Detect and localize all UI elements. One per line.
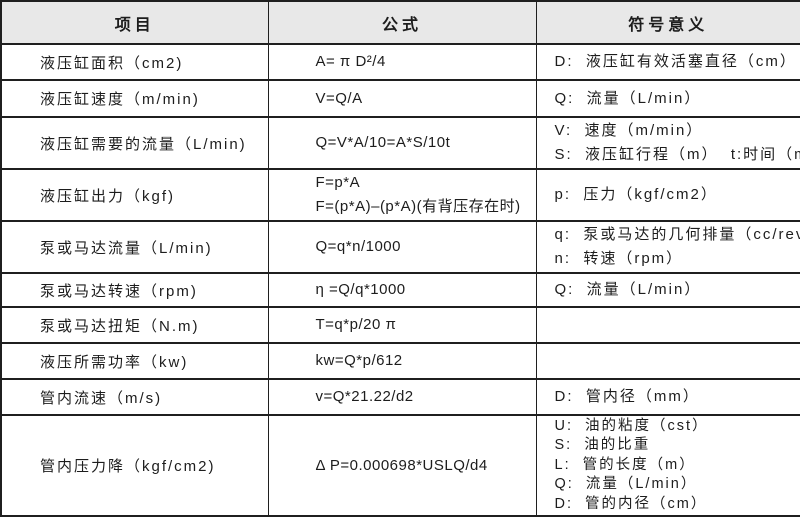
symbol-line: Q: 流量（L/min） (554, 89, 702, 107)
item-cell: 管内压力降（kgf/cm2) (0, 413, 269, 517)
symbol-line: q: 泵或马达的几何排量（cc/rev） (554, 226, 800, 243)
symbol-line: n: 转速（rpm） (554, 250, 684, 267)
symbol-line: S: 油的比重 (554, 437, 651, 454)
symbol-line: S: 液压缸行程（m） t:时间（min） (554, 146, 800, 163)
formula-cell: η =Q/q*1000 (267, 272, 537, 308)
table-row: 泵或马达扭矩（N.m) T=q*p/20 π (0, 306, 800, 344)
item-cell: 泵或马达流量（L/min) (0, 220, 269, 274)
item-cell: 液压缸速度（m/min) (0, 79, 269, 118)
formula-line: v=Q*21.22/d2 (315, 388, 414, 405)
formula-line: F=p*A (315, 174, 361, 191)
formula-line: η =Q/q*1000 (315, 281, 406, 298)
item-cell: 液压缸需要的流量（L/min) (0, 116, 269, 170)
symbol-line: D: 管内径（mm） (554, 388, 700, 405)
formula-cell: Q=V*A/10=A*S/10t (267, 116, 537, 170)
formula-line: Q=q*n/1000 (315, 238, 401, 255)
item-cell: 液压缸出力（kgf) (0, 168, 269, 222)
symbol-line: D: 液压缸有效活塞直径（cm） (554, 53, 797, 70)
symbol-line: D: 管的内径（cm） (554, 495, 708, 512)
table-row: 泵或马达转速（rpm) η =Q/q*1000 Q: 流量（L/min） (0, 272, 800, 308)
symbol-line: Q: 流量（L/min） (554, 281, 702, 298)
formula-line: Δ P=0.000698*USLQ/d4 (315, 456, 488, 474)
symbols-cell: p: 压力（kgf/cm2） (535, 168, 800, 222)
table-row: 液压缸面积（cm2) A= π D²/4 D: 液压缸有效活塞直径（cm） (0, 43, 800, 81)
header-item: 项目 (0, 0, 269, 45)
formula-cell: kw=Q*p/612 (267, 342, 537, 380)
formula-line: V=Q/A (315, 89, 363, 107)
formula-line: kw=Q*p/612 (315, 352, 403, 369)
table-row: 管内压力降（kgf/cm2) Δ P=0.000698*USLQ/d4 U: 油的粘… (0, 413, 800, 517)
symbols-cell (535, 342, 800, 380)
table-body: 液压缸面积（cm2) A= π D²/4 D: 液压缸有效活塞直径（cm） 液压缸速度… (0, 43, 800, 517)
symbol-line: L: 管的长度（m） (554, 456, 696, 473)
formula-cell: Δ P=0.000698*USLQ/d4 (267, 413, 537, 517)
formula-line: T=q*p/20 π (315, 316, 397, 333)
table-row: 液压缸速度（m/min) V=Q/A Q: 流量（L/min） (0, 79, 800, 118)
table-row: 泵或马达流量（L/min) Q=q*n/1000 q: 泵或马达的几何排量（cc/r… (0, 220, 800, 274)
symbols-cell: D: 管内径（mm） (535, 378, 800, 416)
item-cell: 泵或马达扭矩（N.m) (0, 306, 269, 344)
item-cell: 管内流速（m/s) (0, 378, 269, 416)
symbols-cell: Q: 流量（L/min） (535, 79, 800, 118)
formula-line: F=(p*A)–(p*A)(有背压存在时) (315, 198, 521, 215)
formula-line: A= π D²/4 (315, 53, 386, 70)
formula-line: Q=V*A/10=A*S/10t (315, 134, 451, 151)
item-cell: 泵或马达转速（rpm) (0, 272, 269, 308)
symbol-line: U: 油的粘度（cst） (554, 418, 709, 434)
formula-cell: Q=q*n/1000 (267, 220, 537, 274)
formula-cell: T=q*p/20 π (267, 306, 537, 344)
table-row: 管内流速（m/s) v=Q*21.22/d2 D: 管内径（mm） (0, 378, 800, 416)
table-row: 液压缸出力（kgf) F=p*A F=(p*A)–(p*A)(有背压存在时) p: 压… (0, 168, 800, 222)
formula-cell: A= π D²/4 (267, 43, 537, 81)
table-row: 液压所需功率（kw) kw=Q*p/612 (0, 342, 800, 380)
symbol-line: p: 压力（kgf/cm2） (554, 186, 718, 203)
header-symbols: 符号意义 (535, 0, 800, 45)
table-row: 液压缸需要的流量（L/min) Q=V*A/10=A*S/10t V: 速度（m/m… (0, 116, 800, 170)
symbols-cell: U: 油的粘度（cst） S: 油的比重 L: 管的长度（m） Q: 流量（L/min… (535, 413, 800, 517)
symbol-line: Q: 流量（L/min） (554, 476, 698, 493)
item-cell: 液压缸面积（cm2) (0, 43, 269, 81)
symbols-cell: D: 液压缸有效活塞直径（cm） (535, 43, 800, 81)
header-formula: 公式 (267, 0, 537, 45)
formula-cell: V=Q/A (267, 79, 537, 118)
symbols-cell: q: 泵或马达的几何排量（cc/rev） n: 转速（rpm） (535, 220, 800, 274)
formula-cell: v=Q*21.22/d2 (267, 378, 537, 416)
symbols-cell: Q: 流量（L/min） (535, 272, 800, 308)
item-cell: 液压所需功率（kw) (0, 342, 269, 380)
symbols-cell (535, 306, 800, 344)
symbols-cell: V: 速度（m/min） S: 液压缸行程（m） t:时间（min） (535, 116, 800, 170)
symbol-line: V: 速度（m/min） (554, 122, 704, 139)
table-header-row: 项目 公式 符号意义 (0, 0, 800, 45)
formula-cell: F=p*A F=(p*A)–(p*A)(有背压存在时) (267, 168, 537, 222)
